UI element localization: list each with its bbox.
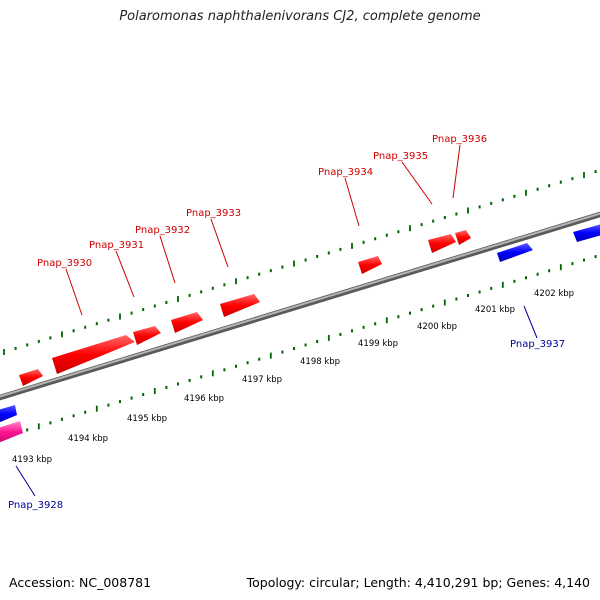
forward-gene[interactable]: [358, 256, 382, 274]
forward-gene[interactable]: [19, 369, 43, 386]
gene-label-pnap-3937[interactable]: Pnap_3937: [510, 339, 565, 350]
gene-label-pnap-3936[interactable]: Pnap_3936: [432, 134, 487, 145]
gene-label-pnap-3933[interactable]: Pnap_3933: [186, 208, 241, 219]
gene-label-pnap-3934[interactable]: Pnap_3934: [318, 167, 373, 178]
rna-gene[interactable]: [0, 421, 23, 443]
gene-label-pnap-3935[interactable]: Pnap_3935: [373, 151, 428, 162]
forward-gene[interactable]: [220, 294, 260, 317]
kbp-label: 4201 kbp: [475, 305, 515, 315]
reverse-gene[interactable]: [0, 405, 17, 423]
kbp-label: 4194 kbp: [68, 434, 108, 444]
leader-line: [115, 250, 135, 298]
gene-label-pnap-3930[interactable]: Pnap_3930: [37, 258, 92, 269]
gene-label-pnap-3931[interactable]: Pnap_3931: [89, 240, 144, 251]
genome-title: Polaromonas naphthalenivorans CJ2, compl…: [119, 9, 481, 24]
leader-line: [210, 218, 229, 268]
reverse-gene[interactable]: [573, 224, 600, 242]
genome-stats-text: Topology: circular; Length: 4,410,291 bp…: [246, 575, 590, 590]
leader-line: [15, 465, 36, 497]
forward-gene[interactable]: [52, 335, 135, 374]
gene-label-pnap-3932[interactable]: Pnap_3932: [135, 225, 190, 236]
kbp-label: 4196 kbp: [184, 394, 224, 404]
forward-gene[interactable]: [171, 312, 203, 333]
leader-line: [159, 235, 176, 284]
lower-tick-track: [3, 255, 597, 439]
kbp-label: 4202 kbp: [534, 289, 574, 299]
forward-gene[interactable]: [428, 234, 456, 253]
forward-genes: [19, 230, 471, 386]
reverse-gene[interactable]: [497, 243, 533, 262]
genome-backbone: [0, 211, 600, 401]
leader-line: [452, 144, 461, 199]
leader-line: [401, 161, 433, 205]
kbp-label: 4195 kbp: [127, 414, 167, 424]
kbp-scale-labels: 4193 kbp 4194 kbp 4195 kbp 4196 kbp 4197 kbp…: [12, 289, 574, 465]
gene-label-pnap-3928[interactable]: Pnap_3928: [8, 500, 63, 511]
forward-gene[interactable]: [133, 326, 161, 345]
reverse-gene-labels: Pnap_3928 Pnap_3937: [8, 339, 565, 511]
gene-label-leaders: [15, 144, 538, 497]
upper-tick-track: [3, 170, 597, 355]
leader-line: [523, 305, 538, 339]
forward-gene-labels: Pnap_3930 Pnap_3931 Pnap_3932 Pnap_3933 …: [37, 134, 487, 269]
kbp-label: 4198 kbp: [300, 357, 340, 367]
reverse-genes: [0, 224, 600, 443]
accession-text: Accession: NC_008781: [9, 575, 152, 590]
forward-gene[interactable]: [455, 230, 471, 245]
leader-line: [65, 268, 83, 316]
kbp-label: 4200 kbp: [417, 322, 457, 332]
leader-line: [344, 177, 360, 227]
kbp-label: 4199 kbp: [358, 339, 398, 349]
kbp-label: 4197 kbp: [242, 375, 282, 385]
kbp-label: 4193 kbp: [12, 455, 52, 465]
